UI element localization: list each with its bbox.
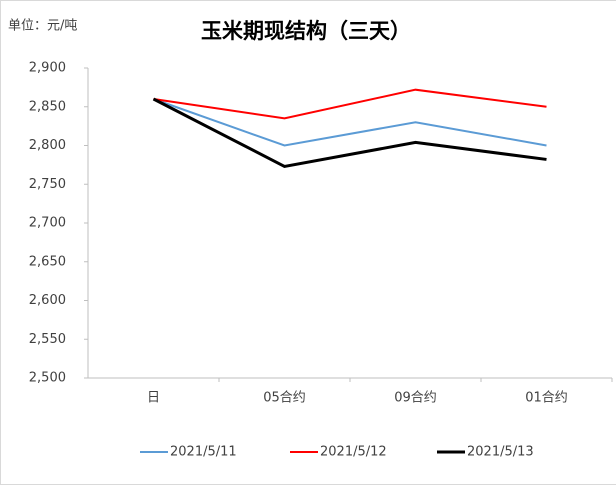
- y-tick-label: 2,800: [29, 138, 66, 153]
- x-tick-label: 01合约: [525, 391, 568, 406]
- y-tick-label: 2,600: [29, 293, 66, 308]
- y-tick-label: 2,700: [29, 216, 66, 231]
- series-line: [153, 88, 547, 120]
- series-line: [153, 98, 547, 147]
- unit-label: 单位：元/吨: [8, 19, 77, 34]
- x-tick-label: 日: [147, 391, 160, 406]
- legend-label: 2021/5/13: [467, 445, 534, 460]
- series-line: [152, 97, 547, 168]
- legend-label: 2021/5/12: [320, 445, 387, 460]
- y-tick-label: 2,650: [29, 254, 66, 269]
- chart-title: 玉米期现结构（三天）: [201, 19, 411, 43]
- legend-label: 2021/5/11: [170, 445, 237, 460]
- y-tick-label: 2,850: [29, 99, 66, 114]
- x-tick-label: 05合约: [263, 391, 306, 406]
- x-tick-label: 09合约: [394, 391, 437, 406]
- y-tick-label: 2,550: [29, 332, 66, 347]
- y-tick-label: 2,750: [29, 177, 66, 192]
- y-tick-label: 2,500: [29, 371, 66, 386]
- y-tick-label: 2,900: [29, 61, 66, 76]
